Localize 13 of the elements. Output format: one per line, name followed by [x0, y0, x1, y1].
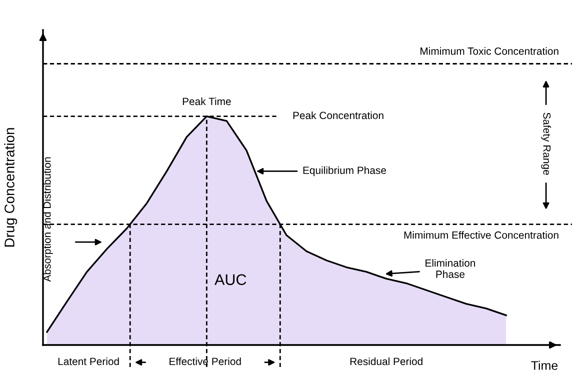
y-axis-title: Drug Concentration — [4, 128, 18, 247]
ref-line-label: Mimimum Effective Concentration — [404, 231, 558, 239]
ref-line-label: Peak Concentration — [293, 111, 384, 120]
text: Safety Range — [541, 112, 551, 175]
annotation: Equilibrium Phase — [303, 166, 386, 176]
text: Residual Period — [350, 357, 422, 366]
x-axis-title: Time — [531, 360, 558, 370]
annotation: AUC — [214, 274, 246, 286]
text: Effective Period — [170, 357, 241, 366]
ref-line-label: Mimimum Toxic Concentration — [420, 47, 558, 55]
text: Latent Period — [58, 357, 119, 366]
text: Peak Time — [182, 97, 231, 106]
annotation: Elimination Phase — [426, 259, 476, 278]
